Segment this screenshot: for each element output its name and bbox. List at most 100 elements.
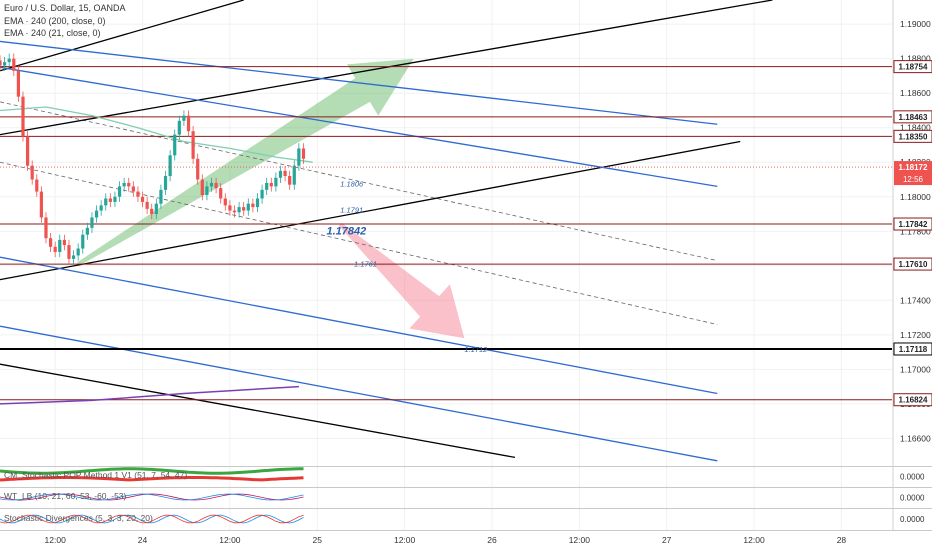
candle-body bbox=[255, 198, 260, 208]
candle-body bbox=[44, 217, 48, 239]
price-annotation: 1.1761 bbox=[354, 260, 377, 269]
price-annotation: 1.1712 bbox=[464, 345, 488, 354]
indicator-value-label: 0.0000 bbox=[900, 515, 925, 524]
time-tick-label: 24 bbox=[138, 535, 148, 545]
candle-body bbox=[278, 170, 283, 178]
candle-body bbox=[108, 198, 112, 202]
candle-body bbox=[237, 207, 241, 213]
candle-body bbox=[251, 203, 255, 208]
price-tick-label: 1.18600 bbox=[900, 88, 931, 98]
candle-body bbox=[99, 205, 103, 211]
last-price-label: 1.18172 bbox=[899, 163, 928, 172]
wt-line-2 bbox=[0, 493, 304, 501]
candle-body bbox=[297, 148, 301, 166]
last-price-tag bbox=[894, 161, 932, 186]
price-level-tag bbox=[893, 257, 932, 271]
candle-body bbox=[163, 176, 168, 190]
pane-separator[interactable] bbox=[0, 466, 932, 467]
indicator-label-stochastic-divergences[interactable]: Stochastic Divergences (5, 3, 3, 20, 20) bbox=[4, 513, 153, 523]
candle-body bbox=[168, 155, 172, 177]
candle-body bbox=[12, 58, 16, 71]
trendline bbox=[0, 0, 244, 72]
indicator-value-label: 0.0000 bbox=[900, 473, 925, 482]
candle-body bbox=[283, 170, 287, 177]
price-level-tag bbox=[893, 60, 932, 74]
time-tick-label: 12:00 bbox=[394, 535, 416, 545]
candle-body bbox=[182, 115, 186, 121]
candle-body bbox=[131, 186, 135, 192]
candle-body bbox=[30, 165, 34, 180]
price-tick-label: 1.17400 bbox=[900, 295, 931, 305]
candle-body bbox=[104, 198, 108, 206]
trendline bbox=[0, 140, 741, 281]
price-level-tag-label: 1.17842 bbox=[899, 220, 928, 229]
candle-body bbox=[223, 198, 227, 206]
candle-body bbox=[145, 201, 149, 209]
price-level-tag-label: 1.18350 bbox=[899, 132, 928, 141]
pane-separator[interactable] bbox=[0, 487, 932, 488]
price-annotation: 1.1806 bbox=[340, 179, 364, 188]
time-tick-label: 12:00 bbox=[743, 535, 765, 545]
stoch-d-line bbox=[0, 514, 304, 524]
candle-body bbox=[292, 165, 296, 185]
price-tick-label: 1.17800 bbox=[900, 226, 931, 236]
ema-200-legend[interactable]: EMA · 240 (200, close, 0) bbox=[4, 16, 106, 26]
candle-body bbox=[21, 96, 25, 137]
price-level-tag bbox=[893, 110, 932, 124]
price-annotation: 1.1791 bbox=[340, 205, 363, 214]
candle-body bbox=[127, 182, 131, 187]
candle-body bbox=[150, 208, 154, 215]
price-level-tag-label: 1.17118 bbox=[899, 345, 928, 354]
price-tick-label: 1.18000 bbox=[900, 192, 931, 202]
candle-body bbox=[288, 176, 292, 185]
price-level-tag-label: 1.18463 bbox=[899, 113, 928, 122]
candle-body bbox=[48, 238, 53, 247]
candle-body bbox=[67, 245, 71, 259]
trendline bbox=[0, 66, 718, 188]
time-axis-separator bbox=[0, 530, 932, 531]
stoch-k-line bbox=[0, 514, 304, 524]
candle-body bbox=[228, 205, 232, 211]
candle-body bbox=[154, 203, 158, 215]
candle-body bbox=[58, 239, 62, 252]
candle-body bbox=[81, 234, 85, 249]
indicator-label-wt-lb[interactable]: WT_LB (10, 21, 60, 53, -60, -53) bbox=[4, 491, 127, 501]
candle-body bbox=[205, 186, 209, 196]
time-tick-label: 25 bbox=[313, 535, 323, 545]
ema-200-line bbox=[0, 106, 313, 163]
symbol-title: Euro / U.S. Dollar, 15, OANDA bbox=[4, 3, 126, 13]
candle-body bbox=[85, 227, 89, 235]
trendline bbox=[0, 325, 718, 462]
forecast-arrow bbox=[338, 222, 465, 339]
candle-body bbox=[260, 189, 264, 199]
candle-body bbox=[200, 179, 204, 196]
candle-body bbox=[186, 115, 191, 132]
purple-indicator-line bbox=[0, 385, 299, 405]
candle-body bbox=[2, 62, 7, 66]
price-tick-label: 1.17000 bbox=[900, 364, 931, 374]
candle-body bbox=[7, 58, 11, 63]
indicator-label-cm-stochastic[interactable]: CM_Stochastic POP Method 1 V1 (51, 7, 54… bbox=[4, 470, 188, 480]
price-tick-label: 1.17200 bbox=[900, 330, 931, 340]
trendline bbox=[0, 363, 516, 459]
price-level-tag bbox=[893, 342, 932, 356]
candle-body bbox=[219, 188, 223, 199]
candle-body bbox=[90, 217, 94, 228]
price-level-tag bbox=[893, 217, 932, 231]
candle-body bbox=[301, 148, 306, 159]
price-level-tag bbox=[893, 393, 932, 407]
price-level-tag bbox=[893, 129, 932, 143]
price-tick-label: 1.18400 bbox=[900, 123, 931, 133]
pane-separator[interactable] bbox=[0, 508, 932, 509]
candle-body bbox=[35, 179, 39, 192]
candle-body bbox=[76, 248, 80, 256]
candle-body bbox=[0, 60, 2, 66]
time-tick-label: 26 bbox=[487, 535, 497, 545]
cm-stochastic-green-line bbox=[0, 467, 304, 475]
ema-21-legend[interactable]: EMA · 240 (21, close, 0) bbox=[4, 28, 101, 38]
time-tick-label: 12:00 bbox=[219, 535, 241, 545]
dashed-channel-line bbox=[0, 101, 718, 262]
trendline bbox=[0, 256, 718, 395]
